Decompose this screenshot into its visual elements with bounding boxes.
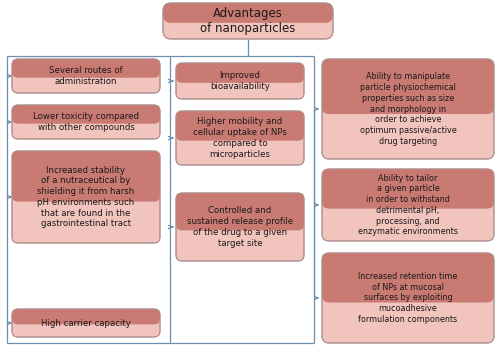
Text: High carrier capacity: High carrier capacity — [41, 318, 131, 327]
Text: Higher mobility and
cellular uptake of NPs
compared to
microparticles: Higher mobility and cellular uptake of N… — [193, 117, 287, 159]
FancyBboxPatch shape — [12, 309, 160, 337]
FancyBboxPatch shape — [163, 3, 333, 39]
Text: Increased stability
of a nutraceutical by
shielding it from harsh
pH environment: Increased stability of a nutraceutical b… — [38, 166, 134, 229]
FancyBboxPatch shape — [322, 59, 494, 114]
Text: Improved
bioavailability: Improved bioavailability — [210, 71, 270, 91]
FancyBboxPatch shape — [322, 169, 494, 241]
FancyBboxPatch shape — [12, 309, 160, 324]
Text: Ability to tailor
a given particle
in order to withstand
detrimental pH,
process: Ability to tailor a given particle in or… — [358, 174, 458, 236]
Text: Ability to manipulate
particle physiochemical
properties such as size
and morpho: Ability to manipulate particle physioche… — [360, 72, 456, 146]
FancyBboxPatch shape — [12, 105, 160, 124]
FancyBboxPatch shape — [12, 151, 160, 201]
FancyBboxPatch shape — [322, 253, 494, 343]
FancyBboxPatch shape — [12, 59, 160, 93]
FancyBboxPatch shape — [163, 3, 333, 23]
Text: Advantages
of nanoparticles: Advantages of nanoparticles — [200, 7, 296, 35]
Text: Several routes of
administration: Several routes of administration — [49, 66, 123, 86]
FancyBboxPatch shape — [176, 193, 304, 261]
Text: Increased retention time
of NPs at mucosal
surfaces by exploiting
mucoadhesive
f: Increased retention time of NPs at mucos… — [358, 272, 458, 324]
FancyBboxPatch shape — [176, 63, 304, 99]
FancyBboxPatch shape — [176, 63, 304, 83]
FancyBboxPatch shape — [176, 111, 304, 165]
FancyBboxPatch shape — [322, 253, 494, 303]
FancyBboxPatch shape — [176, 111, 304, 141]
Text: Lower toxicity compared
with other compounds: Lower toxicity compared with other compo… — [33, 112, 139, 132]
FancyBboxPatch shape — [12, 105, 160, 139]
FancyBboxPatch shape — [176, 193, 304, 230]
Text: Controlled and
sustained release profile
of the drug to a given
target site: Controlled and sustained release profile… — [187, 206, 293, 247]
FancyBboxPatch shape — [12, 151, 160, 243]
FancyBboxPatch shape — [322, 169, 494, 208]
FancyBboxPatch shape — [322, 59, 494, 159]
FancyBboxPatch shape — [12, 59, 160, 78]
